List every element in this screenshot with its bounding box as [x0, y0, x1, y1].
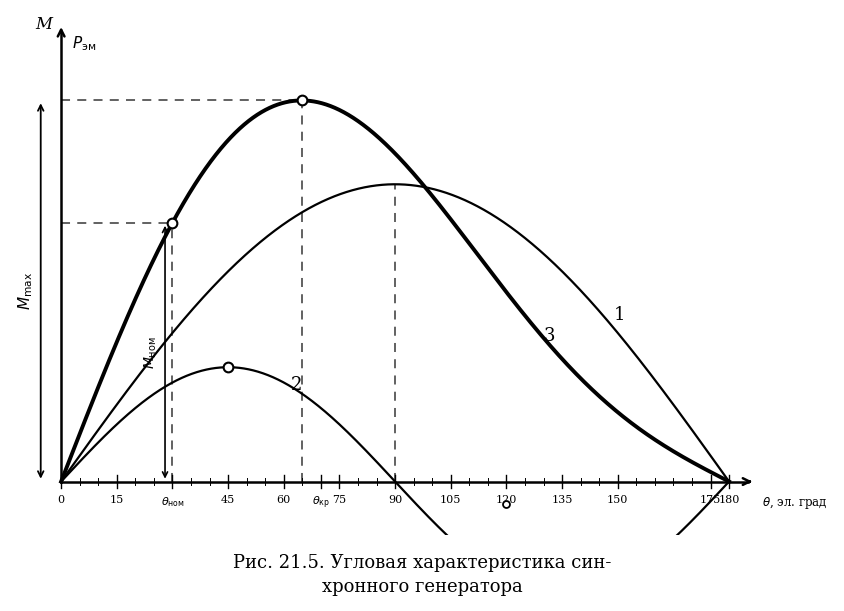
Text: Рис. 21.5. Угловая характеристика син-
хронного генератора: Рис. 21.5. Угловая характеристика син- х…: [233, 554, 611, 596]
Text: 1: 1: [614, 306, 625, 324]
Text: 90: 90: [387, 495, 402, 505]
Text: 120: 120: [495, 495, 517, 505]
Text: $\theta_{\rm ном}$: $\theta_{\rm ном}$: [160, 495, 184, 509]
Text: 175: 175: [699, 495, 720, 505]
Text: $\theta$, эл. град: $\theta$, эл. град: [761, 495, 827, 511]
Text: $M_{\rm max}$: $M_{\rm max}$: [16, 272, 35, 310]
Text: 45: 45: [221, 495, 235, 505]
Text: M: M: [35, 16, 51, 33]
Text: $M_{\rm ном}$: $M_{\rm ном}$: [143, 336, 160, 368]
Text: 60: 60: [276, 495, 290, 505]
Text: 105: 105: [440, 495, 461, 505]
Text: 150: 150: [606, 495, 628, 505]
Text: 0: 0: [57, 495, 65, 505]
Text: 180: 180: [717, 495, 738, 505]
Text: $P_{\rm эм}$: $P_{\rm эм}$: [73, 34, 96, 53]
Text: 3: 3: [543, 327, 555, 345]
Text: 75: 75: [332, 495, 346, 505]
Text: 15: 15: [110, 495, 124, 505]
Text: $\theta_{\rm кр}$: $\theta_{\rm кр}$: [311, 495, 329, 511]
Text: 2: 2: [291, 376, 302, 394]
Text: 135: 135: [551, 495, 572, 505]
